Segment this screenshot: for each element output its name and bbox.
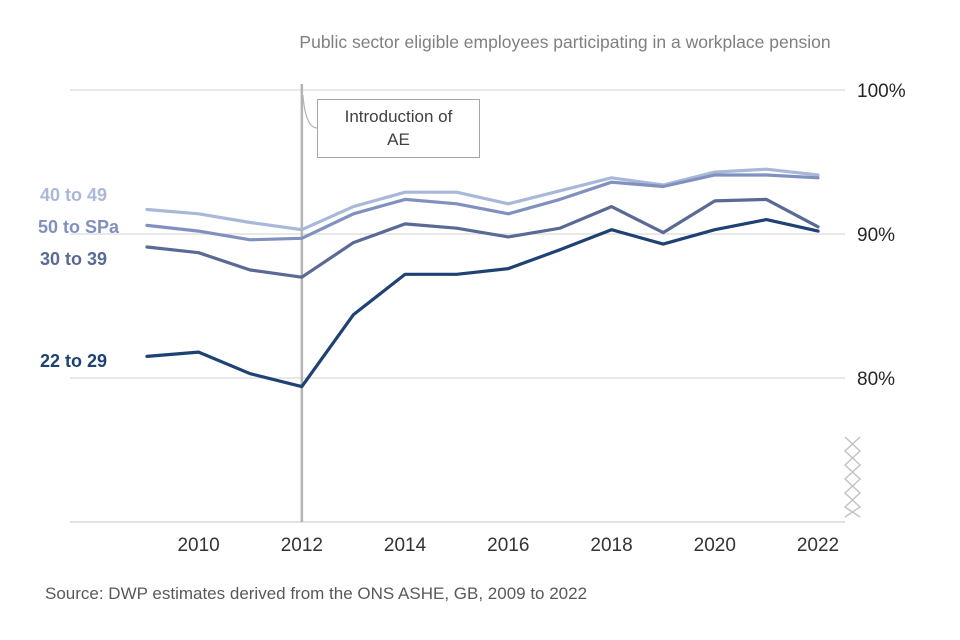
series-line-22-to-29 <box>145 218 820 389</box>
axis-break-icon <box>843 436 862 518</box>
chart-title: Public sector eligible employees partici… <box>299 32 831 52</box>
y-tick-label: 80% <box>857 369 895 390</box>
series-line-30-to-39 <box>145 197 820 279</box>
x-tick-label: 2014 <box>384 535 427 556</box>
series-label-22-29: 22 to 29 <box>40 351 108 371</box>
ae-annotation-box: Introduction of AE <box>317 99 480 158</box>
x-tick-label: 2018 <box>590 535 632 556</box>
x-tick-label: 2010 <box>177 535 219 556</box>
axis-break-icon <box>843 436 862 518</box>
y-tick-label: 100% <box>857 81 906 102</box>
ae-annotation-line2: AE <box>387 129 410 149</box>
series-label-50-spa: 50 to SPa <box>38 217 120 237</box>
x-tick-label: 2022 <box>797 535 839 556</box>
series-label-40-49: 40 to 49 <box>40 185 108 205</box>
ae-annotation-line1: Introduction of <box>344 107 453 127</box>
series-line-40-to-49 <box>145 167 820 232</box>
x-tick-label: 2020 <box>694 535 736 556</box>
source-caption: Source: DWP estimates derived from the O… <box>45 584 588 603</box>
ae-callout-connector <box>302 94 318 129</box>
series-label-30-39: 30 to 39 <box>40 249 108 269</box>
series-line-50-to-spa <box>145 173 820 242</box>
x-tick-label: 2016 <box>487 535 529 556</box>
x-tick-label: 2012 <box>281 535 323 556</box>
y-tick-label: 90% <box>857 225 895 246</box>
